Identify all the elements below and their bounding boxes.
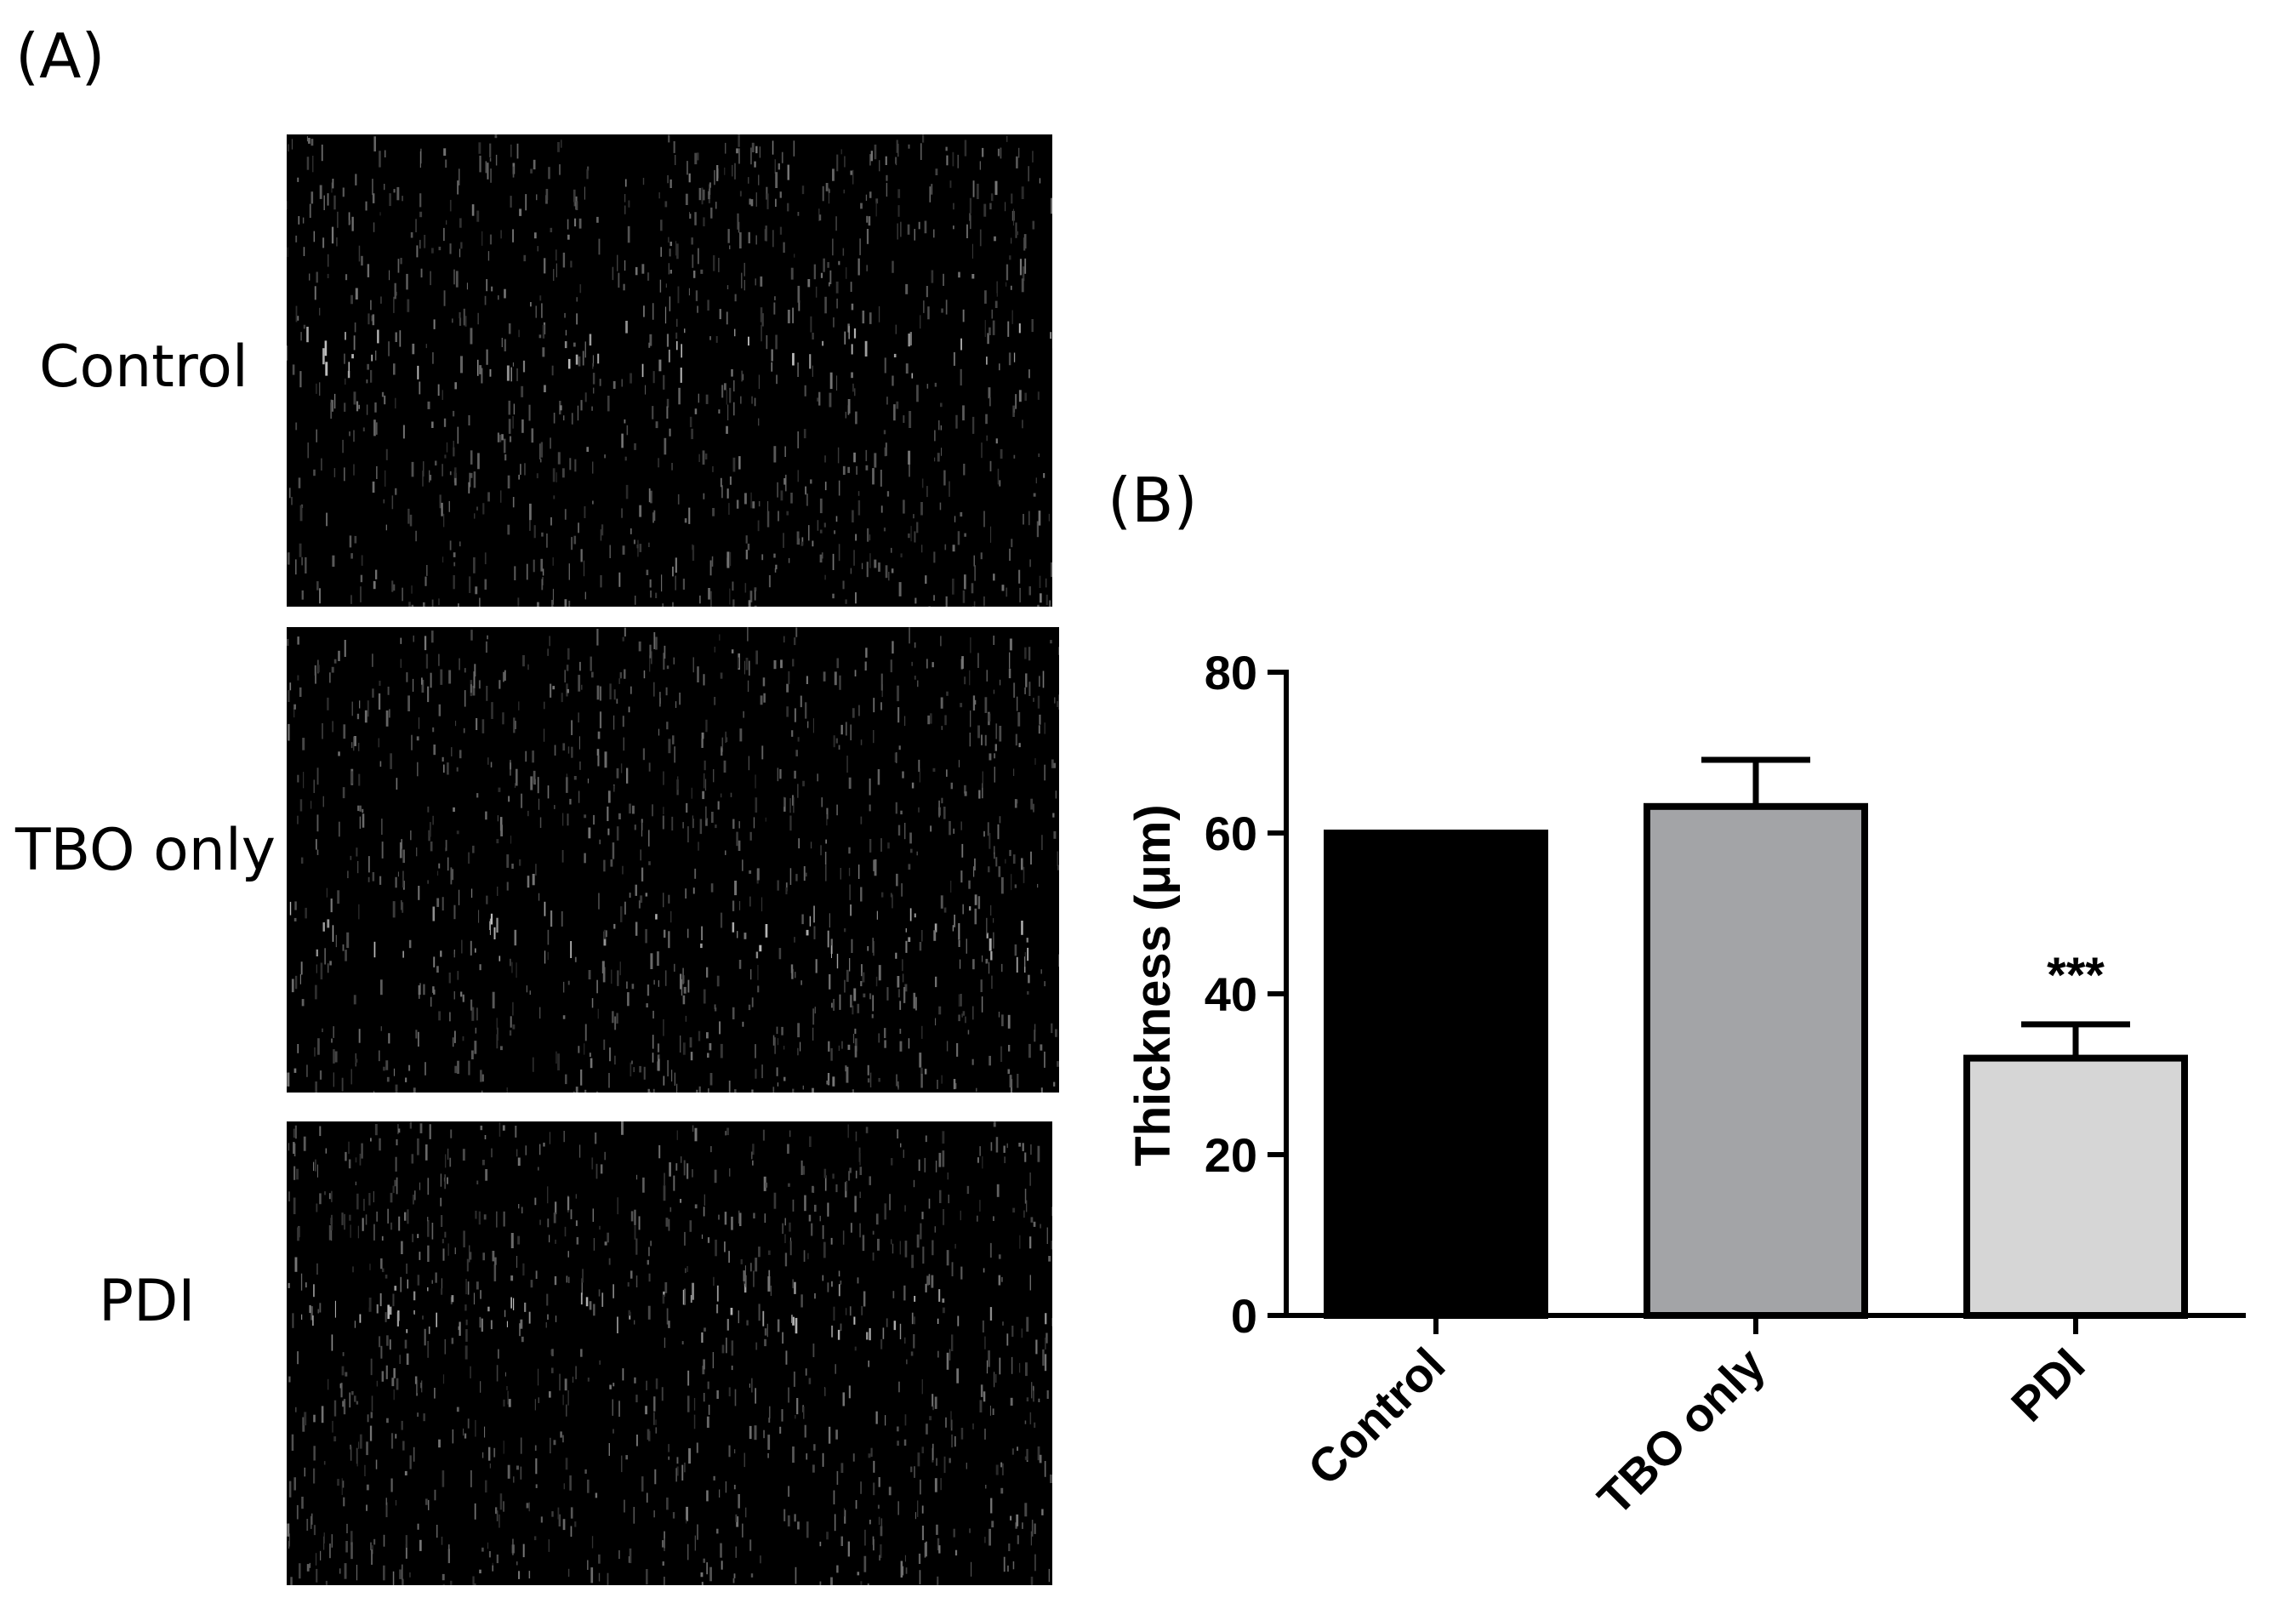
micrograph-pdi: [287, 1121, 1052, 1585]
x-tick-label: Control: [1297, 1338, 1455, 1495]
significance-marker: ***: [2047, 948, 2105, 1003]
bar: [1963, 1054, 2188, 1319]
y-tick-label: 0: [1231, 1289, 1257, 1343]
annotations: ***: [2047, 948, 2105, 1003]
micrograph-tbo-only-texture: [287, 627, 1059, 1093]
bars: [1324, 756, 2188, 1319]
y-tick-label: 20: [1205, 1128, 1257, 1182]
panel-a-label: (A): [15, 20, 105, 92]
micrograph-tbo-only: [287, 627, 1059, 1093]
y-axis-ticks: 0 20 40 60 80: [1205, 646, 1286, 1343]
x-axis-labels: Control TBO only PDI: [1297, 1315, 2094, 1525]
row-label-tbo-only: TBO only: [15, 817, 276, 884]
y-axis-label: Thickness (μm): [1125, 804, 1181, 1166]
x-tick-label: TBO only: [1587, 1338, 1775, 1526]
row-label-pdi: PDI: [99, 1268, 196, 1335]
micrograph-control-texture: [287, 134, 1052, 607]
y-tick-label: 80: [1205, 646, 1257, 699]
bar: [1644, 802, 1868, 1319]
bar: [1324, 830, 1548, 1319]
y-tick-label: 40: [1205, 967, 1257, 1021]
panel-b-label: (B): [1108, 465, 1198, 536]
micrograph-control: [287, 134, 1052, 607]
x-tick-label: PDI: [2001, 1338, 2095, 1432]
y-tick-label: 60: [1205, 807, 1257, 860]
micrograph-pdi-texture: [287, 1121, 1052, 1585]
row-label-control: Control: [39, 334, 248, 401]
